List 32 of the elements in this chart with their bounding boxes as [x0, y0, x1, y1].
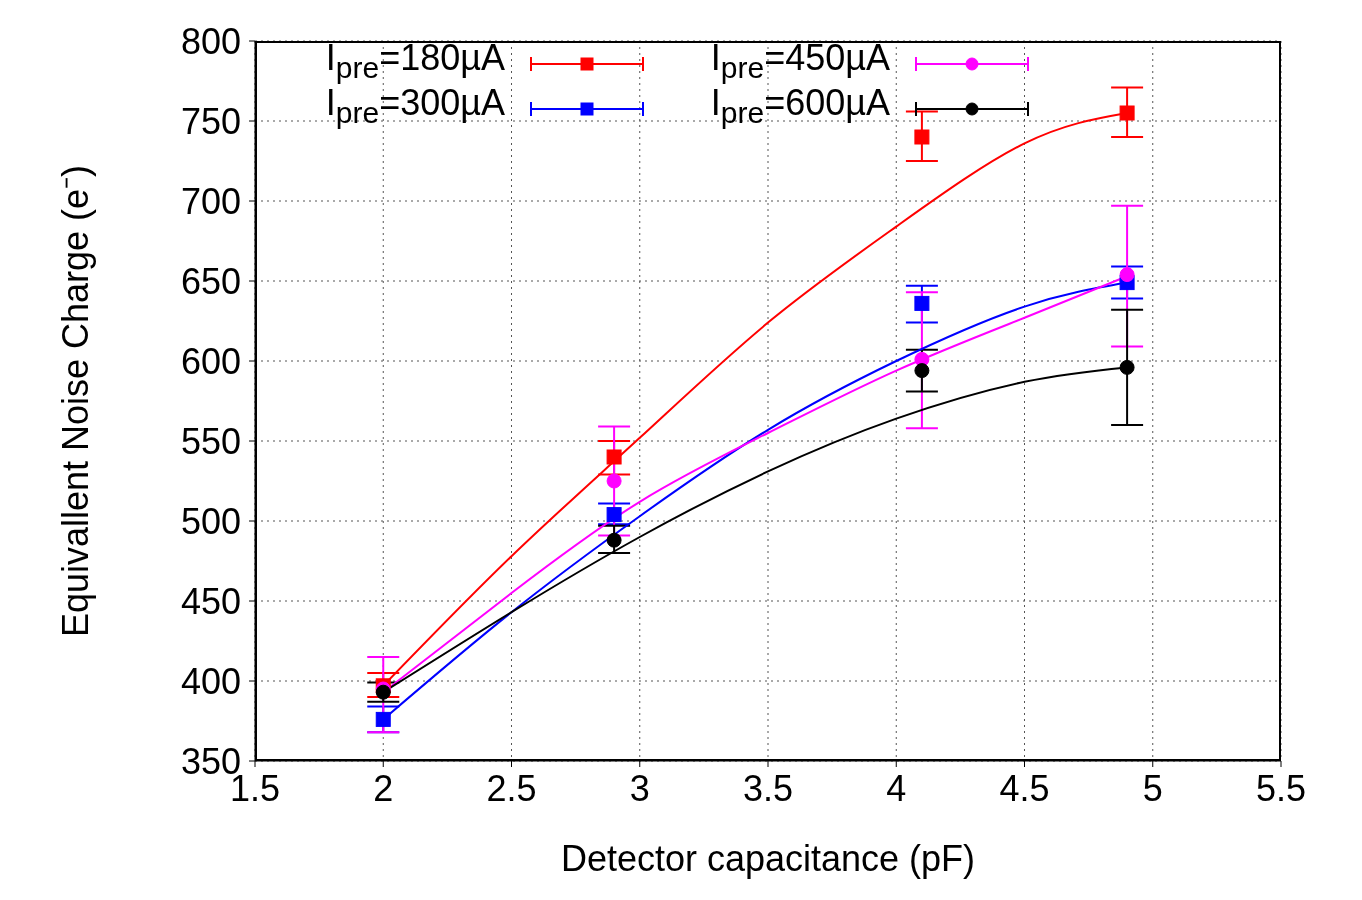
point — [606, 532, 622, 548]
x-tick-label: 2.5 — [486, 767, 537, 809]
point — [606, 449, 622, 465]
point — [914, 295, 930, 311]
point — [1119, 267, 1135, 283]
point — [1119, 105, 1135, 121]
y-tick-label: 650 — [180, 260, 241, 302]
legend-label: I$_{pre}$=450µA — [710, 37, 890, 85]
x-tick-label: 2 — [373, 767, 394, 809]
y-axis-title: Equivallent Noise Charge (e⁻) — [53, 164, 97, 638]
y-tick-label: 800 — [180, 20, 241, 62]
y-tick-label: 700 — [180, 180, 241, 222]
y-tick-label: 600 — [180, 340, 241, 382]
x-tick-label: 3 — [629, 767, 650, 809]
x-tick-label: 4 — [886, 767, 907, 809]
point — [375, 711, 391, 727]
x-tick-label: 4.5 — [999, 767, 1050, 809]
y-tick-label: 450 — [180, 580, 241, 622]
point — [606, 507, 622, 523]
point — [914, 129, 930, 145]
x-tick-label: 5.5 — [1255, 767, 1307, 809]
y-tick-label: 750 — [180, 100, 241, 142]
y-tick-label: 500 — [180, 500, 241, 542]
y-tick-label: 400 — [180, 660, 241, 702]
point — [914, 363, 930, 379]
point — [1119, 359, 1135, 375]
point — [606, 473, 622, 489]
x-tick-label: 3.5 — [742, 767, 794, 809]
y-tick-label: 550 — [180, 420, 241, 462]
legend-label: I$_{pre}$=180µA — [325, 37, 505, 85]
x-axis-title: Detector capacitance (pF) — [560, 838, 976, 880]
x-tick-label: 5 — [1142, 767, 1163, 809]
